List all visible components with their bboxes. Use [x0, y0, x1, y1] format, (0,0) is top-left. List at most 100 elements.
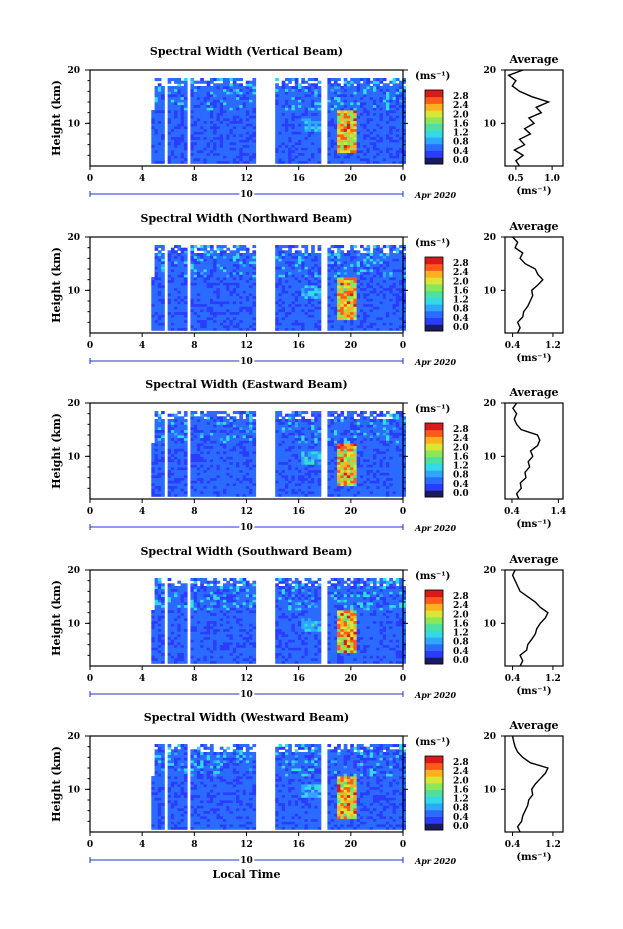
- heatmap-cell: [236, 94, 240, 98]
- heatmap-cell: [340, 136, 345, 140]
- heatmap-cell: [307, 293, 312, 297]
- heatmap-cell: [275, 290, 279, 294]
- heatmap-cell: [363, 144, 367, 148]
- heatmap-cell: [193, 472, 198, 476]
- heatmap-cell: [249, 131, 253, 135]
- heatmap-cell: [183, 421, 188, 425]
- heatmap-cell: [167, 107, 172, 111]
- heatmap-cell: [180, 282, 185, 286]
- heatmap-cell: [363, 147, 367, 151]
- heatmap-cell: [333, 287, 338, 291]
- heatmap-cell: [200, 290, 204, 294]
- heatmap-cell: [167, 80, 172, 84]
- heatmap-cell: [278, 247, 283, 251]
- heatmap-cell: [311, 298, 315, 302]
- heatmap-cell: [294, 258, 299, 262]
- heatmap-cell: [239, 261, 243, 265]
- heatmap-cell: [219, 287, 224, 291]
- heatmap-cell: [304, 327, 309, 331]
- heatmap-cell: [157, 131, 162, 135]
- heatmap-cell: [343, 258, 348, 262]
- heatmap-cell: [154, 287, 159, 291]
- heatmap-cell: [193, 131, 198, 135]
- heatmap-cell: [170, 110, 175, 114]
- heatmap-cell: [304, 247, 309, 251]
- heatmap-cell: [229, 107, 234, 111]
- heatmap-cell: [177, 253, 182, 257]
- heatmap-cell: [245, 155, 250, 159]
- heatmap-cell: [190, 261, 195, 265]
- heatmap-cell: [213, 293, 217, 297]
- heatmap-cell: [203, 317, 208, 321]
- heatmap-cell: [252, 287, 257, 291]
- heatmap-cell: [245, 160, 250, 164]
- heatmap-cell: [210, 317, 214, 321]
- heatmap-cell: [242, 245, 247, 249]
- heatmap-cell: [379, 96, 384, 100]
- heatmap-cell: [376, 295, 380, 299]
- heatmap-cell: [219, 118, 224, 122]
- heatmap-cell: [213, 131, 217, 135]
- heatmap-cell: [210, 488, 214, 492]
- heatmap-cell: [206, 158, 211, 162]
- heatmap-cell: [392, 255, 397, 259]
- heatmap-cell: [183, 411, 188, 415]
- heatmap-cell: [343, 150, 348, 154]
- heatmap-cell: [232, 86, 237, 90]
- colorbar-segment: [425, 277, 443, 285]
- heatmap-cell: [382, 282, 387, 286]
- heatmap-cell: [226, 94, 230, 98]
- heatmap-cell: [275, 277, 279, 281]
- heatmap-cell: [223, 123, 227, 127]
- heatmap-cell: [196, 112, 201, 116]
- heatmap-cell: [203, 295, 208, 299]
- heatmap-cell: [203, 253, 208, 257]
- heatmap-cell: [389, 253, 393, 257]
- heatmap-cell: [183, 258, 188, 262]
- heatmap-cell: [239, 78, 243, 82]
- heatmap-cell: [402, 266, 406, 270]
- heatmap-cell: [317, 263, 322, 267]
- heatmap-cell: [307, 269, 312, 273]
- heatmap-cell: [288, 96, 292, 100]
- heatmap-cell: [327, 128, 332, 132]
- heatmap-cell: [170, 271, 175, 275]
- heatmap-cell: [252, 303, 257, 307]
- heatmap-cell: [350, 152, 354, 156]
- heatmap-cell: [203, 424, 208, 428]
- heatmap-cell: [180, 448, 185, 452]
- heatmap-cell: [399, 94, 403, 98]
- heatmap-cell: [330, 301, 335, 305]
- heatmap-cell: [219, 150, 224, 154]
- heatmap-cell: [366, 136, 371, 140]
- heatmap-cell: [373, 86, 377, 90]
- heatmap-cell: [340, 86, 345, 90]
- heatmap-cell: [154, 290, 159, 294]
- heatmap-cell: [311, 120, 315, 124]
- heatmap-cell: [216, 266, 221, 270]
- heatmap-cell: [301, 136, 305, 140]
- heatmap-cell: [369, 152, 374, 156]
- heatmap-cell: [369, 123, 374, 127]
- heatmap-cell: [193, 445, 198, 449]
- heatmap-cell: [193, 128, 198, 132]
- heatmap-cell: [223, 306, 227, 310]
- heatmap-cell: [317, 271, 322, 275]
- heatmap-cell: [373, 295, 377, 299]
- heatmap-cell: [360, 78, 364, 82]
- heatmap-cell: [314, 110, 318, 114]
- heatmap-cell: [317, 314, 322, 318]
- heatmap-cell: [196, 99, 201, 103]
- heatmap-cell: [219, 88, 224, 92]
- heatmap-cell: [275, 309, 279, 313]
- heatmap-cell: [337, 150, 341, 154]
- heatmap-cell: [395, 253, 400, 257]
- heatmap-cell: [317, 303, 322, 307]
- heatmap-cell: [206, 115, 211, 119]
- heatmap-cell: [304, 136, 309, 140]
- heatmap-cell: [177, 327, 182, 331]
- heatmap-cell: [366, 255, 371, 259]
- heatmap-cell: [389, 110, 393, 114]
- heatmap-cell: [360, 102, 364, 106]
- heatmap-cell: [170, 317, 175, 321]
